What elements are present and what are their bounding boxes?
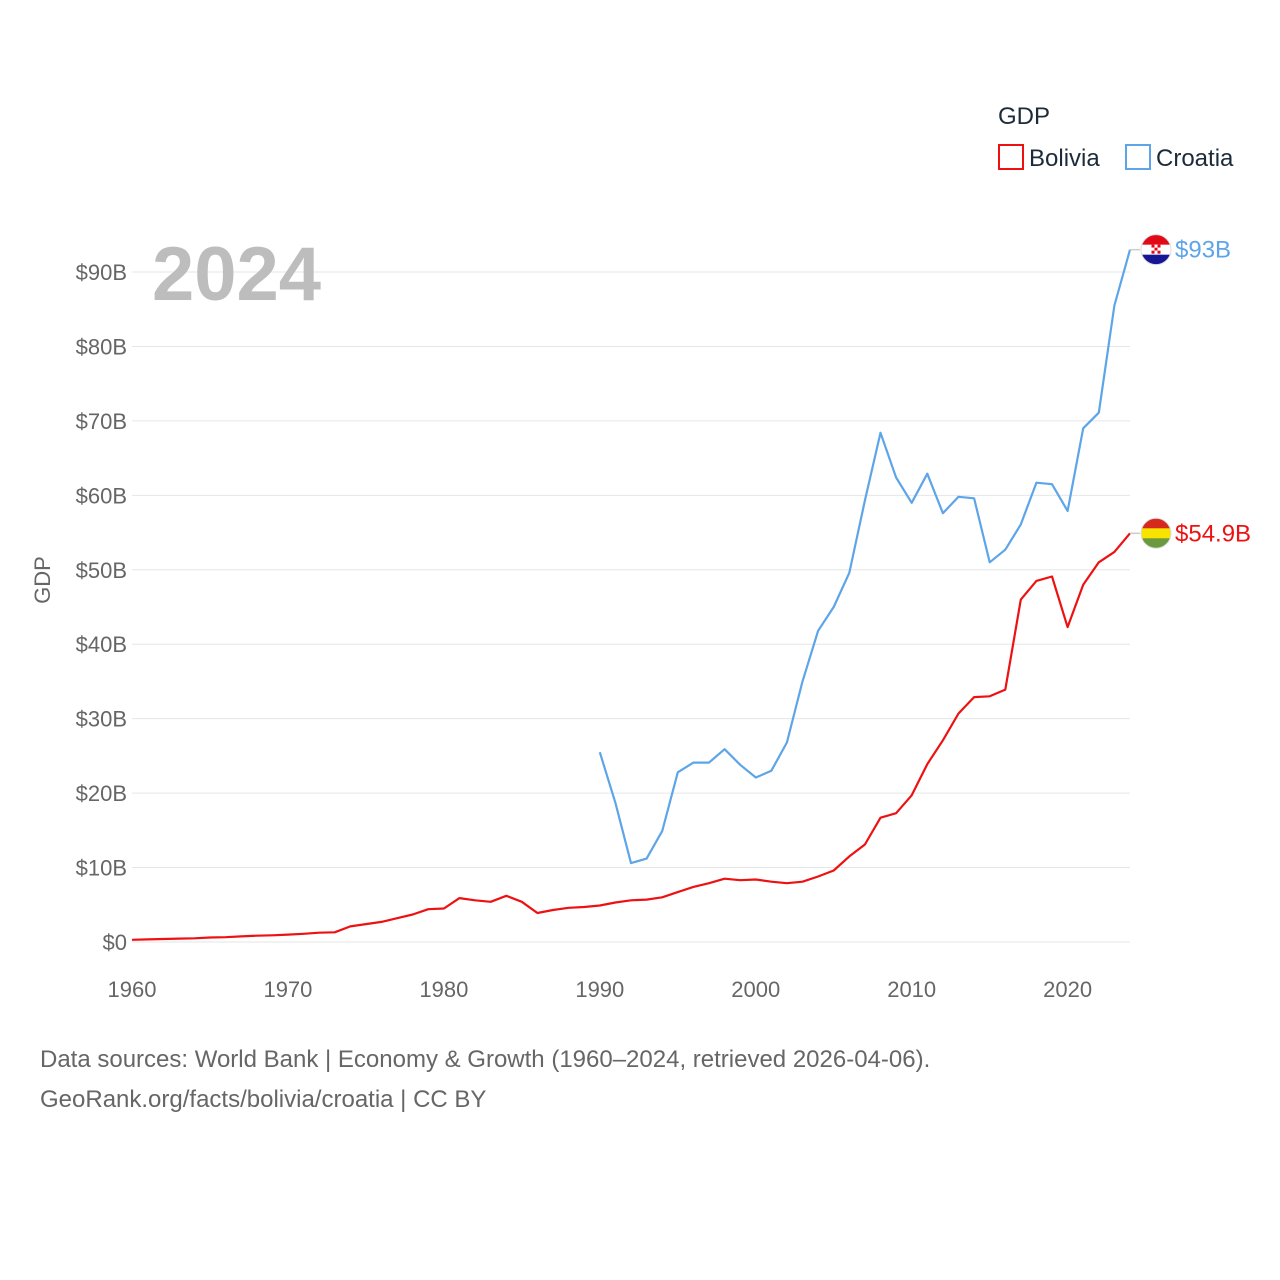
y-tick-label: $40B — [76, 632, 127, 657]
legend-item-croatia[interactable]: Croatia — [1125, 144, 1234, 172]
series-line-croatia — [598, 249, 1132, 865]
y-tick-label: $20B — [76, 781, 127, 806]
footer-sources: Data sources: World Bank | Economy & Gro… — [40, 1046, 931, 1073]
footer: Data sources: World Bank | Economy & Gro… — [40, 1040, 1240, 1120]
y-axis-title: GDP — [30, 556, 55, 604]
y-tick-label: $50B — [76, 558, 127, 583]
end-value-label-bolivia: $54.9B — [1175, 520, 1251, 547]
y-tick-label: $10B — [76, 856, 127, 881]
x-tick-label: 2000 — [731, 977, 780, 1002]
x-tick-label: 1980 — [419, 977, 468, 1002]
end-labels: $54.9B $93B — [1130, 234, 1251, 549]
x-tick-label: 1960 — [108, 977, 157, 1002]
legend-label-croatia: Croatia — [1156, 145, 1234, 172]
croatia-flag-icon — [1140, 234, 1172, 266]
x-tick-label: 2020 — [1043, 977, 1092, 1002]
y-tick-label: $90B — [76, 260, 127, 285]
footer-link: GeoRank.org/facts/bolivia/croatia | CC B… — [40, 1086, 487, 1113]
y-tick-label: $0 — [103, 930, 127, 955]
legend-title: GDP — [998, 103, 1050, 130]
gridlines — [132, 271, 1130, 943]
x-tick-label: 2010 — [887, 977, 936, 1002]
year-label: 2024 — [152, 232, 321, 317]
x-tick-label: 1970 — [263, 977, 312, 1002]
axes: GDP $0 $10B $20B $30B $40B $50B $60B $70B $80B $9… — [30, 260, 1092, 1002]
bolivia-flag-icon — [1140, 517, 1172, 549]
y-tick-label: $30B — [76, 707, 127, 732]
y-tick-label: $60B — [76, 483, 127, 508]
legend-item-bolivia[interactable]: Bolivia — [998, 144, 1100, 172]
legend: GDP Bolivia Croatia — [998, 103, 1234, 172]
end-value-label-croatia: $93B — [1175, 237, 1231, 264]
y-tick-label: $70B — [76, 409, 127, 434]
x-tick-label: 1990 — [575, 977, 624, 1002]
legend-label-bolivia: Bolivia — [1029, 145, 1100, 172]
legend-swatch-croatia — [1125, 144, 1151, 170]
gdp-line-chart: GDP $0 $10B $20B $30B $40B $50B $60B $70B $80B $9… — [30, 103, 1251, 1002]
legend-swatch-bolivia — [998, 144, 1024, 170]
y-tick-label: $80B — [76, 334, 127, 359]
series-line-bolivia — [131, 532, 1131, 941]
series-lines — [131, 249, 1132, 941]
